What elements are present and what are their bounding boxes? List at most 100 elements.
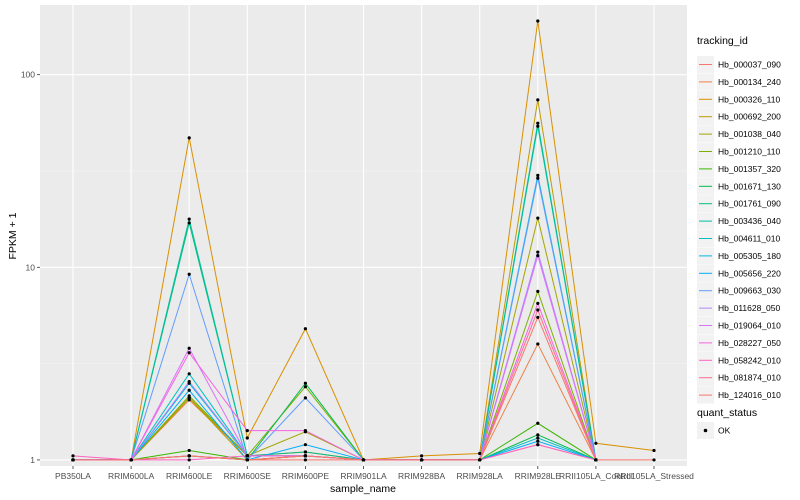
data-point xyxy=(303,396,307,400)
x-tick-label: RRII105LA_Stressed xyxy=(614,471,694,481)
data-point xyxy=(303,385,307,389)
legend-label: Hb_019064_010 xyxy=(718,321,781,331)
data-point xyxy=(420,458,424,462)
data-point xyxy=(420,454,424,458)
legend-label: Hb_011628_050 xyxy=(718,303,781,313)
x-tick-label: RRIM600LA xyxy=(108,471,155,481)
x-tick-label: RRIM600PE xyxy=(282,471,330,481)
data-point xyxy=(536,124,540,128)
legend: tracking_id Hb_000037_090Hb_000134_240Hb… xyxy=(697,35,781,404)
data-point xyxy=(478,458,482,462)
data-point xyxy=(129,458,133,462)
shape-legend-point xyxy=(703,428,708,433)
x-tick-label: RRIM928LE xyxy=(515,471,562,481)
data-point xyxy=(536,421,540,425)
series-line xyxy=(73,389,597,461)
legend-title: tracking_id xyxy=(697,35,748,47)
y-tick-label: 1 xyxy=(30,455,35,465)
data-point xyxy=(536,254,540,258)
data-point xyxy=(536,98,540,102)
data-point xyxy=(594,458,598,462)
data-point xyxy=(536,289,540,293)
data-point xyxy=(187,454,191,458)
data-point xyxy=(536,443,540,447)
x-tick-label: RRIM600LE xyxy=(166,471,213,481)
data-point xyxy=(536,439,540,443)
data-point xyxy=(536,436,540,440)
shape-legend-label: OK xyxy=(718,426,731,436)
data-point xyxy=(303,428,307,433)
series-line xyxy=(73,218,597,461)
data-point xyxy=(303,454,307,458)
legend-label: Hb_081874_010 xyxy=(718,373,781,383)
x-tick-label: RRIM928LA xyxy=(457,471,504,481)
shape-legend-items: OK xyxy=(697,422,731,439)
data-point xyxy=(187,351,191,355)
data-point xyxy=(187,136,191,140)
data-point xyxy=(187,394,191,398)
legend-label: Hb_124016_010 xyxy=(718,390,781,400)
data-point xyxy=(652,448,656,453)
data-points xyxy=(71,19,656,462)
legend-label: Hb_001038_040 xyxy=(718,129,781,139)
data-point xyxy=(245,454,249,458)
legend-items: Hb_000037_090 Hb_000134_240 Hb_000326_110 H… xyxy=(697,56,781,404)
data-point xyxy=(187,388,191,392)
x-tick-label: RRIM928BA xyxy=(398,471,446,481)
legend-label: Hb_003436_040 xyxy=(718,216,781,226)
data-point xyxy=(245,436,249,440)
data-point xyxy=(536,121,540,125)
data-point xyxy=(187,221,191,225)
data-point xyxy=(187,380,191,384)
legend-label: Hb_005305_180 xyxy=(718,251,781,261)
data-point xyxy=(303,327,307,331)
y-axis: 1 10 100 xyxy=(21,70,40,465)
series-line xyxy=(73,301,597,461)
shape-legend: quant_status OK xyxy=(697,407,757,439)
data-point xyxy=(478,451,482,456)
legend-label: Hb_005656_220 xyxy=(718,268,781,278)
y-axis-title: FPKM + 1 xyxy=(7,212,19,259)
x-axis-title: sample_name xyxy=(330,483,396,495)
series-line xyxy=(73,178,597,461)
data-point xyxy=(187,346,191,350)
legend-label: Hb_009663_030 xyxy=(718,286,781,296)
data-point xyxy=(536,315,540,319)
data-point xyxy=(303,381,307,385)
legend-label: Hb_058242_010 xyxy=(718,355,781,365)
legend-label: Hb_001357_320 xyxy=(718,164,781,174)
data-point xyxy=(187,217,191,221)
data-point xyxy=(536,19,540,23)
series-line xyxy=(73,289,597,461)
data-point xyxy=(652,458,656,462)
data-point xyxy=(245,458,249,462)
y-tick-label: 10 xyxy=(26,262,36,272)
data-point xyxy=(303,443,307,447)
data-point xyxy=(361,458,366,462)
data-point xyxy=(187,448,191,453)
data-point xyxy=(303,458,307,462)
legend-label: Hb_001210_110 xyxy=(718,147,781,157)
data-point xyxy=(71,454,75,458)
data-point xyxy=(594,441,598,445)
x-tick-label: RRII105LA_Control xyxy=(559,471,633,481)
shape-legend-title: quant_status xyxy=(697,407,757,419)
data-point xyxy=(187,458,191,462)
x-tick-label: RRIM901LA xyxy=(340,471,387,481)
data-point xyxy=(303,450,307,454)
legend-label: Hb_000326_110 xyxy=(718,94,781,104)
legend-label: Hb_001761_090 xyxy=(718,199,781,209)
data-point xyxy=(536,342,540,346)
data-point xyxy=(187,272,191,276)
legend-label: Hb_028227_050 xyxy=(718,338,781,348)
data-point xyxy=(536,250,540,254)
data-point xyxy=(245,428,249,433)
data-point xyxy=(536,176,540,180)
data-point xyxy=(536,173,540,177)
data-point xyxy=(536,308,540,312)
y-tick-label: 100 xyxy=(21,70,35,80)
legend-label: Hb_001671_130 xyxy=(718,181,781,191)
data-point xyxy=(536,433,540,437)
data-point xyxy=(187,372,191,376)
